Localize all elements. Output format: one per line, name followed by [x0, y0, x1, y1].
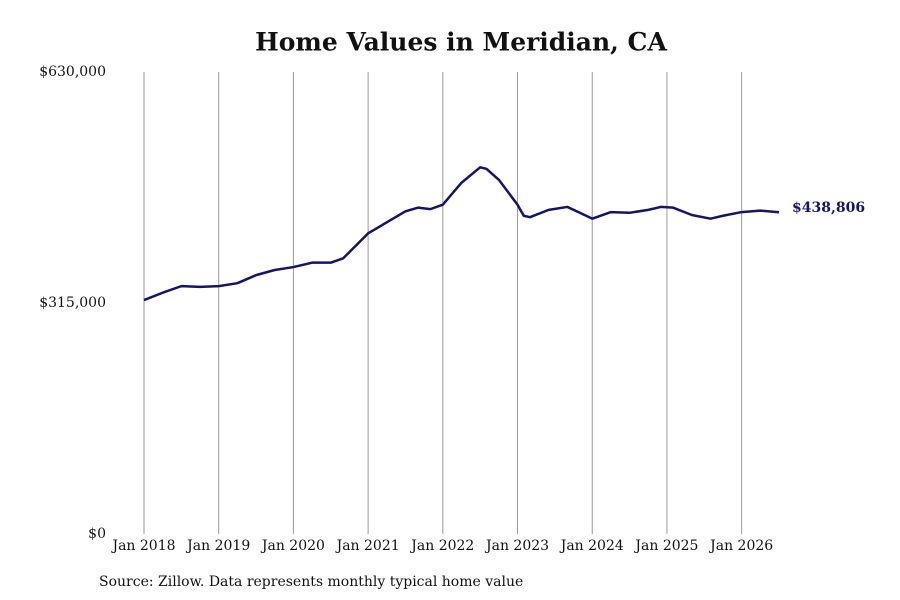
x-tick-label: Jan 2018	[110, 538, 175, 554]
chart-title: Home Values in Meridian, CA	[255, 28, 667, 57]
x-tick-label: Jan 2024	[559, 538, 624, 554]
x-tick-label: Jan 2023	[484, 538, 549, 554]
x-tick-label: Jan 2019	[185, 538, 250, 554]
series-line	[143, 166, 780, 302]
y-tick-label: $315,000	[39, 295, 106, 311]
x-tick-label: Jan 2025	[633, 538, 698, 554]
x-tick-label: Jan 2022	[409, 538, 474, 554]
x-tick-label: Jan 2020	[260, 538, 325, 554]
x-tick-label: Jan 2021	[335, 538, 400, 554]
source-note: Source: Zillow. Data represents monthly …	[99, 574, 523, 590]
y-tick-label: $0	[88, 526, 106, 542]
x-tick-label: Jan 2026	[708, 538, 773, 554]
y-tick-label: $630,000	[39, 64, 106, 80]
end-value-label: $438,806	[792, 200, 865, 216]
